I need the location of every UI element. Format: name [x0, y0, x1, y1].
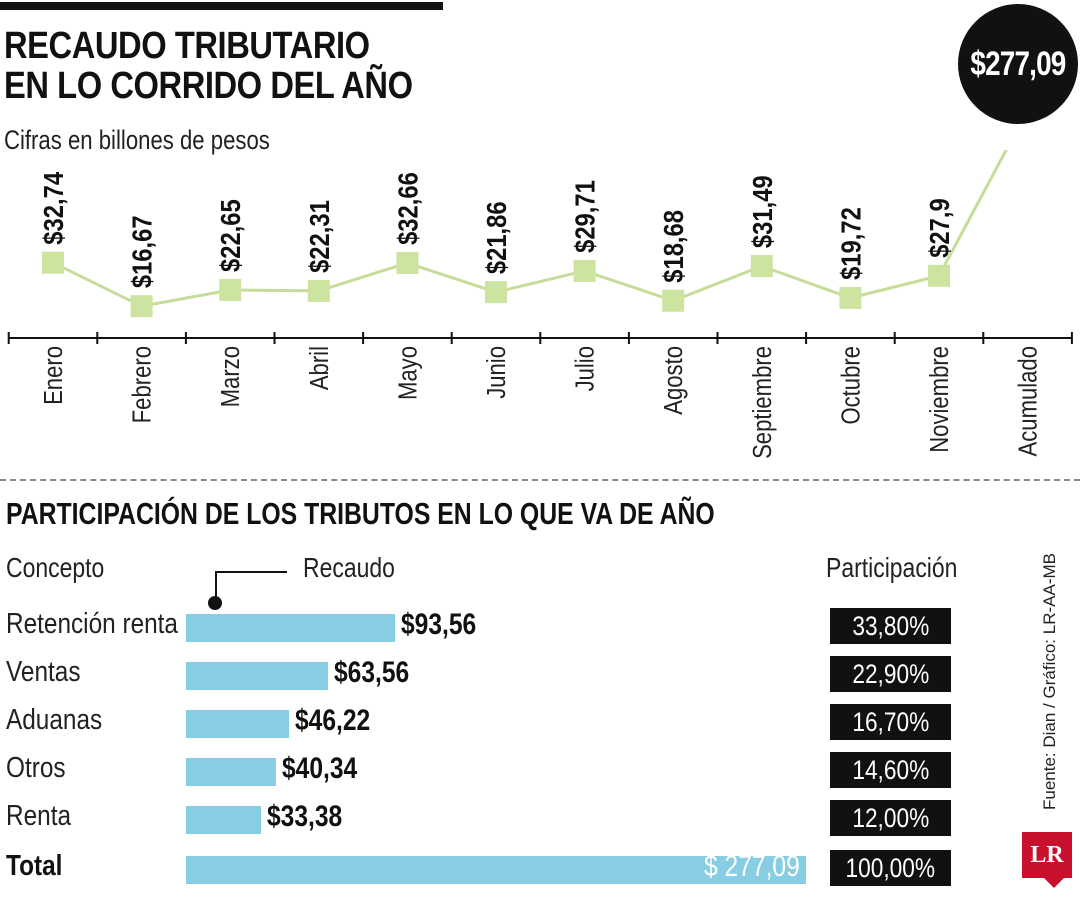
x-tick-label: Febrero [128, 346, 157, 423]
participation-box: 14,60% [830, 752, 951, 788]
x-tick-label: Marzo [217, 346, 246, 407]
table-row: Renta $33,38 12,00% [0, 798, 1000, 838]
lr-logo-mark: LR [1022, 832, 1072, 878]
accumulated-value: $277,09 [970, 44, 1066, 83]
x-tick-label: Septiembre [748, 346, 777, 459]
data-label: $19,72 [835, 207, 867, 280]
data-label: $16,67 [126, 215, 158, 288]
table-row: Ventas $63,56 22,90% [0, 654, 1000, 694]
series-line [52, 150, 1008, 308]
column-header-participacion: Participación [826, 552, 958, 583]
row-label: Retención renta [6, 608, 178, 640]
row-label: Otros [6, 752, 66, 784]
x-tick-label: Noviembre [925, 346, 954, 453]
data-label: $31,49 [746, 175, 778, 248]
leader-line [215, 571, 287, 573]
data-point [396, 251, 419, 274]
leader-dot [208, 596, 222, 610]
source-note: Fuente: Dian / Gráfico: LR-AA-MB [1040, 553, 1059, 810]
data-label: $29,71 [569, 180, 601, 253]
bar [186, 806, 261, 834]
participation-box: 22,90% [830, 656, 951, 692]
participation-box: 100,00% [830, 850, 951, 886]
x-tick-label: Enero [39, 346, 68, 405]
data-label: $18,68 [657, 210, 689, 283]
chart-subtitle: Cifras en billones de pesos [4, 125, 270, 155]
data-point [485, 281, 507, 304]
participation-value: 14,60% [852, 754, 929, 785]
participation-box: 12,00% [830, 800, 951, 836]
bar-value-label: $33,38 [266, 800, 342, 833]
participation-value: 33,80% [852, 610, 929, 641]
row-label: Ventas [6, 656, 81, 688]
data-point [42, 251, 64, 274]
data-label: $32,66 [392, 172, 424, 245]
data-label: $22,31 [303, 200, 335, 273]
bar [186, 662, 329, 690]
bar [186, 710, 290, 738]
bar [186, 856, 806, 884]
column-header-recaudo: Recaudo [303, 552, 395, 583]
data-point [130, 295, 153, 318]
row-label: Renta [6, 800, 72, 832]
data-point [219, 279, 242, 302]
participation-box: 16,70% [830, 704, 951, 740]
table-row: Total $ 277,09 100,00% [0, 848, 1000, 888]
section-divider [0, 479, 1080, 481]
x-tick-label: Acumulado [1014, 346, 1043, 456]
row-label: Total [6, 850, 63, 882]
participation-box: 33,80% [830, 608, 951, 644]
leader-line-vertical [215, 571, 217, 601]
data-label: $22,65 [214, 199, 246, 272]
participation-value: 16,70% [852, 706, 929, 737]
accumulated-badge: $277,09 [958, 4, 1078, 124]
participation-value: 22,90% [852, 658, 929, 689]
lr-logo-tail [1044, 878, 1064, 888]
row-label: Aduanas [6, 704, 103, 736]
bar-value-label: $93,56 [401, 608, 477, 641]
x-tick-label: Abril [305, 346, 334, 390]
data-point [662, 289, 685, 312]
bar-value-label: $ 277,09 [704, 850, 800, 883]
data-label: $32,74 [37, 171, 69, 244]
monthly-line-chart: $32,74 Enero $16,67 Febrero $22,65 Marzo $22,3… [7, 150, 1073, 459]
data-point [307, 279, 330, 302]
table-row: Otros $40,34 14,60% [0, 750, 1000, 790]
data-point [928, 264, 950, 287]
participation-value: 12,00% [852, 802, 929, 833]
lr-logo: LR [1022, 832, 1072, 888]
chart-title: RECAUDO TRIBUTARIO EN LO CORRIDO DEL AÑO [4, 26, 413, 106]
x-tick-label: Agosto [660, 346, 689, 415]
bar [186, 614, 396, 642]
section-title: PARTICIPACIÓN DE LOS TRIBUTOS EN LO QUE … [6, 496, 715, 531]
column-header-concepto: Concepto [6, 552, 105, 583]
bar-value-label: $46,22 [295, 704, 371, 737]
x-tick-label: Mayo [394, 346, 423, 400]
data-point [750, 255, 773, 278]
bar-value-label: $63,56 [334, 656, 410, 689]
data-point [839, 286, 862, 309]
title-line-2: EN LO CORRIDO DEL AÑO [4, 65, 413, 107]
title-line-1: RECAUDO TRIBUTARIO [4, 25, 370, 67]
top-rule [0, 2, 443, 10]
table-row: Aduanas $46,22 16,70% [0, 702, 1000, 742]
data-point [573, 259, 596, 282]
data-label: $21,86 [480, 201, 512, 274]
table-row: Retención renta $93,56 33,80% [0, 606, 1000, 646]
x-tick-label: Octubre [837, 346, 866, 425]
x-tick-label: Junio [482, 346, 511, 399]
x-tick-label: Julio [571, 346, 600, 391]
participation-value: 100,00% [845, 852, 936, 883]
data-label: $27,9 [923, 198, 955, 258]
bar [186, 758, 277, 786]
bar-value-label: $40,34 [282, 752, 358, 785]
